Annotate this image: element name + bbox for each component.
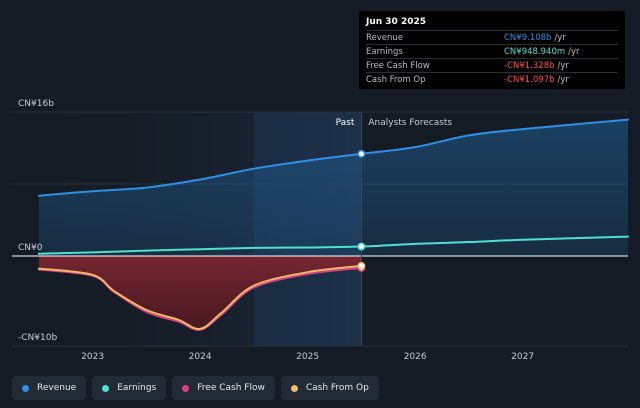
y-tick-label: CN¥16b — [18, 99, 54, 109]
legend-label: Revenue — [37, 383, 77, 393]
tooltip-row-earnings: Earnings CN¥948.940m /yr — [366, 44, 618, 58]
x-tick-label: 2025 — [296, 352, 319, 362]
y-tick-label: CN¥0 — [18, 243, 43, 253]
tooltip-unit: /yr — [557, 60, 569, 71]
tooltip-row-free-cash-flow: Free Cash Flow -CN¥1.328b /yr — [366, 58, 618, 72]
revenue-line — [37, 118, 629, 197]
legend-item-revenue[interactable]: Revenue — [12, 376, 87, 400]
earnings-marker — [357, 242, 366, 251]
tooltip-unit: /yr — [554, 32, 566, 43]
legend: Revenue Earnings Free Cash Flow Cash Fro… — [12, 376, 379, 400]
tooltip: Jun 30 2025 Revenue CN¥9.108b /yr Earnin… — [359, 11, 625, 89]
cash-from-op-marker — [357, 261, 366, 270]
tooltip-unit: /yr — [568, 46, 580, 57]
tooltip-label: Free Cash Flow — [366, 60, 430, 71]
x-tick-label: 2026 — [404, 352, 427, 362]
y-tick-label: -CN¥10b — [18, 333, 57, 343]
tooltip-row-cash-from-op: Cash From Op -CN¥1.097b /yr — [366, 72, 618, 86]
legend-dot-icon — [22, 384, 29, 392]
legend-label: Free Cash Flow — [197, 383, 265, 393]
legend-dot-icon — [182, 384, 190, 392]
revenue-area — [38, 119, 628, 257]
tooltip-label: Revenue — [366, 32, 404, 43]
legend-label: Cash From Op — [305, 383, 369, 393]
tooltip-value: -CN¥1.328b — [504, 60, 555, 71]
tooltip-label: Cash From Op — [366, 74, 426, 85]
cash-from-op-line — [37, 264, 363, 330]
legend-item-earnings[interactable]: Earnings — [92, 376, 167, 400]
cashflow-area — [38, 256, 362, 330]
past-label: Past — [336, 118, 355, 128]
tooltip-value: CN¥948.940m — [504, 46, 566, 57]
x-tick-label: 2023 — [81, 352, 104, 362]
legend-item-cash-from-op[interactable]: Cash From Op — [280, 376, 379, 400]
x-tick-label: 2027 — [511, 352, 534, 362]
tooltip-label: Earnings — [366, 46, 403, 57]
earnings-line — [37, 235, 629, 255]
forecast-label: Analysts Forecasts — [368, 118, 452, 128]
tooltip-value: CN¥9.108b — [504, 32, 552, 43]
legend-dot-icon — [102, 384, 110, 392]
revenue-marker — [357, 149, 366, 158]
x-tick-label: 2024 — [189, 352, 212, 362]
tooltip-row-revenue: Revenue CN¥9.108b /yr — [366, 30, 618, 44]
tooltip-unit: /yr — [557, 74, 569, 85]
tooltip-date: Jun 30 2025 — [366, 17, 427, 27]
tooltip-value: -CN¥1.097b — [504, 74, 555, 85]
legend-dot-icon — [290, 384, 298, 392]
legend-item-free-cash-flow[interactable]: Free Cash Flow — [172, 376, 275, 400]
legend-label: Earnings — [117, 383, 157, 393]
